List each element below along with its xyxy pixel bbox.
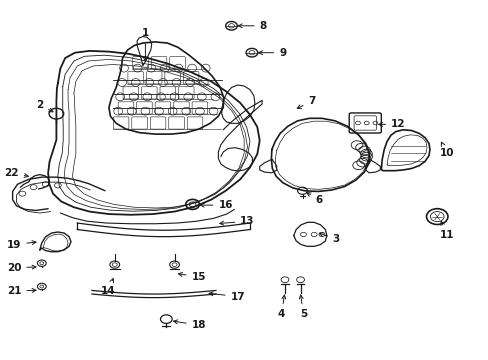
Text: 14: 14 xyxy=(101,279,115,296)
Text: 9: 9 xyxy=(258,48,285,58)
Text: 13: 13 xyxy=(219,216,254,226)
Text: 16: 16 xyxy=(200,200,232,210)
Text: 1: 1 xyxy=(142,28,149,61)
Text: 2: 2 xyxy=(36,100,53,112)
Text: 21: 21 xyxy=(7,286,36,296)
Text: 8: 8 xyxy=(238,21,266,31)
Text: 20: 20 xyxy=(7,263,36,273)
Text: 17: 17 xyxy=(209,292,244,302)
Text: 22: 22 xyxy=(4,168,28,178)
Text: 18: 18 xyxy=(173,320,206,330)
Text: 7: 7 xyxy=(297,96,315,108)
Text: 5: 5 xyxy=(299,295,306,319)
Text: 4: 4 xyxy=(277,295,285,319)
Text: 10: 10 xyxy=(439,142,453,158)
Text: 3: 3 xyxy=(319,233,339,244)
Text: 15: 15 xyxy=(178,272,206,282)
Text: 11: 11 xyxy=(439,221,453,240)
Text: 12: 12 xyxy=(378,120,405,129)
Text: 19: 19 xyxy=(7,239,36,249)
Text: 6: 6 xyxy=(306,193,322,205)
